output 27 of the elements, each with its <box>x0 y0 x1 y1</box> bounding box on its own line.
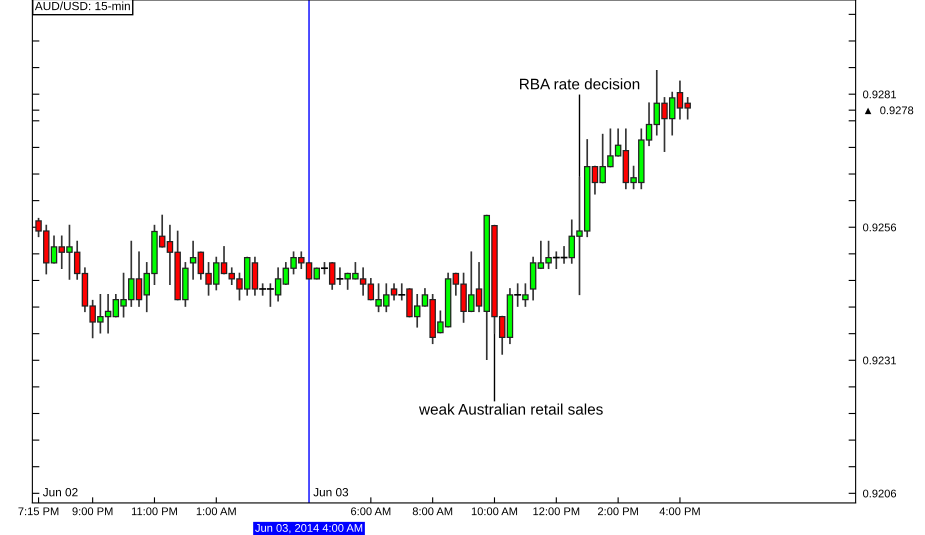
x-tick-label: 8:00 AM <box>412 507 452 516</box>
x-tick-label: 2:00 PM <box>598 507 638 516</box>
x-tick-label: 12:00 PM <box>533 507 580 516</box>
x-tick-label: 6:00 AM <box>351 507 390 516</box>
ref-line-label: Jun 03, 2014 4:00 AM <box>255 524 362 534</box>
candlestick <box>321 262 328 274</box>
candlestick <box>398 283 406 300</box>
y-tick-label: 0.9206 <box>863 490 896 498</box>
candlestick <box>336 267 344 286</box>
x-tick-label: 11:00 PM <box>132 507 177 516</box>
chart-title: AUD/USD: 15-min <box>34 2 130 10</box>
x-tick-label: 7:15 PM <box>18 507 58 516</box>
candlestick <box>514 283 522 307</box>
annotation: RBA rate decision <box>520 78 640 90</box>
candlestick <box>522 283 529 307</box>
x-tick-label: 9:00 PM <box>72 507 112 516</box>
annotation: Jun 03 <box>313 488 348 496</box>
annotation: weak Australian retail sales <box>419 404 603 415</box>
annotation: Jun 02 <box>42 488 78 496</box>
y-tick-label: 0.9256 <box>863 224 896 232</box>
y-tick-label: 0.9231 <box>863 356 896 364</box>
x-tick-label: 10:00 AM <box>472 507 518 516</box>
y-tick-label: 0.9281 <box>863 90 896 98</box>
x-tick-label: 1:00 AM <box>196 507 236 516</box>
y-tick-label: ▲ 0.9278 <box>864 106 914 114</box>
candlestick <box>328 262 336 290</box>
x-tick-label: 4:00 PM <box>660 507 700 516</box>
